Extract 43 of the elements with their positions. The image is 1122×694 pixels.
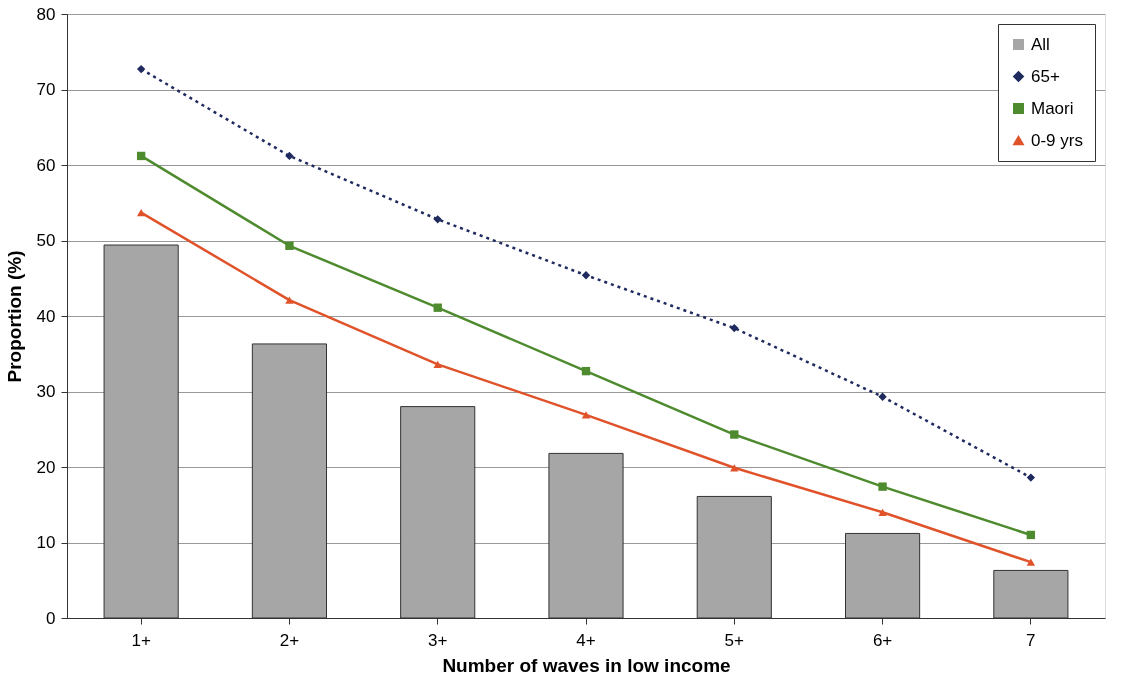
y-tick-label: 40 [36, 306, 56, 326]
point [581, 411, 591, 419]
point [878, 392, 887, 401]
point [730, 430, 739, 439]
x-tick-label: 4+ [576, 630, 596, 650]
point [581, 366, 591, 376]
point [878, 508, 887, 516]
point [1026, 530, 1036, 540]
y-axis-title: Proportion (%) [3, 250, 25, 383]
point [136, 151, 146, 161]
point [285, 241, 294, 250]
y-tick-label: 60 [36, 155, 56, 175]
point [730, 464, 739, 472]
y-tick-label: 0 [46, 608, 56, 628]
point [433, 215, 442, 224]
x-tick-label: 7 [1026, 630, 1036, 650]
point [878, 482, 887, 491]
legend-label: 65+ [1031, 66, 1060, 86]
x-axis-title: Number of waves in low income [442, 654, 731, 676]
point [730, 323, 739, 333]
point [136, 64, 146, 74]
legend-label: 0-9 yrs [1031, 130, 1083, 150]
y-tick-label: 10 [36, 533, 56, 552]
x-tick-label: 1+ [131, 630, 151, 650]
x-tick-label: 5+ [724, 630, 745, 650]
point [136, 208, 146, 217]
y-tick-label: 50 [36, 231, 56, 250]
y-tick-label: 80 [36, 4, 56, 24]
x-tick-label: 6+ [872, 630, 893, 650]
x-tick-label: 3+ [428, 630, 448, 650]
point [433, 360, 442, 368]
y-tick-label: 70 [36, 80, 56, 99]
point [1026, 473, 1036, 482]
y-tick-label: 30 [36, 382, 56, 401]
point [285, 296, 294, 304]
x-tick-label: 2+ [279, 630, 300, 650]
point [581, 271, 591, 280]
legend-label: Maori [1031, 98, 1074, 118]
point [1026, 558, 1036, 566]
y-tick-label: 20 [36, 457, 56, 477]
point [285, 151, 294, 161]
point [433, 303, 442, 312]
legend-label: All [1031, 34, 1050, 54]
